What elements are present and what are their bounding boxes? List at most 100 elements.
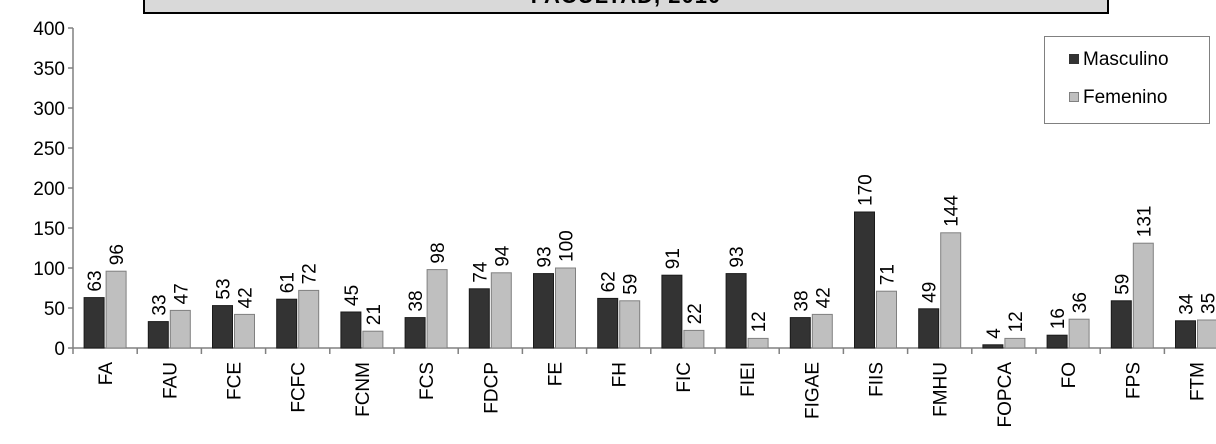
x-tick-label: FCNM: [353, 362, 374, 417]
bar-masculino: [1046, 334, 1068, 349]
bar-femenino: [876, 290, 897, 349]
bar-masculino: [533, 273, 554, 349]
data-label-masculino: 45: [342, 285, 363, 306]
x-tick-label: FIIS: [867, 362, 888, 397]
data-label-femenino: 144: [942, 195, 963, 227]
data-label-femenino: 12: [749, 311, 770, 332]
data-label-femenino: 59: [621, 274, 642, 295]
data-label-masculino: 33: [149, 294, 170, 315]
bar-femenino: [105, 270, 127, 349]
y-tick-label: 200: [33, 179, 65, 200]
bar-masculino: [918, 308, 940, 349]
data-label-masculino: 170: [856, 174, 877, 206]
y-tick-label: 0: [54, 339, 65, 360]
bar-masculino: [725, 273, 747, 349]
bar-masculino: [276, 298, 298, 349]
data-label-masculino: 74: [470, 261, 491, 283]
data-label-femenino: 71: [878, 264, 899, 285]
data-label-femenino: 100: [557, 230, 578, 262]
bar-masculino: [404, 317, 426, 349]
x-tick-label: FIC: [674, 362, 695, 393]
data-label-femenino: 94: [492, 245, 513, 267]
bar-masculino: [597, 297, 619, 349]
chart-legend: Masculino Femenino: [1044, 36, 1210, 124]
data-label-masculino: 62: [599, 271, 620, 292]
bar-masculino: [340, 311, 362, 349]
data-label-masculino: 61: [278, 272, 299, 293]
chart-title: FACULTAD, 2010: [145, 0, 1107, 8]
data-label-femenino: 35: [1199, 293, 1216, 314]
legend-swatch-masculino: [1069, 54, 1079, 64]
data-label-masculino: 91: [663, 248, 684, 269]
x-tick-label: FA: [96, 362, 117, 386]
data-label-femenino: 131: [1134, 205, 1155, 237]
data-label-masculino: 63: [85, 270, 106, 291]
bar-femenino: [940, 232, 962, 349]
x-tick-label: FMHU: [931, 362, 952, 417]
bar-femenino: [426, 269, 448, 349]
bar-masculino: [982, 344, 1004, 349]
y-tick-label: 400: [33, 19, 65, 40]
bar-femenino: [619, 300, 641, 349]
data-label-femenino: 47: [171, 283, 192, 304]
x-tick-label: FPS: [1123, 362, 1144, 399]
y-tick-label: 300: [33, 99, 65, 120]
bar-femenino: [490, 272, 512, 349]
y-tick-label: 100: [33, 259, 65, 280]
bar-femenino: [811, 313, 833, 349]
bar-masculino: [1175, 320, 1196, 349]
x-tick-label: FCS: [417, 362, 438, 400]
bar-femenino: [555, 267, 576, 349]
legend-swatch-femenino: [1069, 92, 1079, 102]
bar-femenino: [683, 329, 705, 349]
bar-masculino: [147, 321, 169, 349]
bar-masculino: [661, 274, 683, 349]
bar-femenino: [298, 289, 320, 349]
x-tick-label: FO: [1059, 362, 1080, 388]
data-label-femenino: 21: [364, 304, 385, 325]
x-tick-label: FE: [546, 362, 567, 386]
data-label-femenino: 42: [236, 287, 257, 308]
x-tick-label: FOPCA: [995, 362, 1016, 428]
bar-femenino: [1068, 318, 1090, 349]
x-tick-label: FDCP: [481, 362, 502, 414]
x-tick-label: FH: [610, 362, 631, 387]
bar-femenino: [234, 313, 255, 349]
x-tick-label: FCE: [225, 362, 246, 400]
y-tick-label: 250: [33, 139, 65, 160]
bar-femenino: [747, 337, 769, 349]
data-label-masculino: 38: [406, 290, 427, 311]
legend-label-femenino: Femenino: [1083, 87, 1168, 108]
bar-masculino: [854, 211, 875, 349]
bar-masculino: [1110, 300, 1132, 349]
data-label-masculino: 34: [1177, 293, 1198, 315]
y-tick-label: 50: [44, 299, 65, 320]
data-label-femenino: 42: [813, 287, 834, 308]
data-label-masculino: 4: [984, 328, 1005, 339]
data-label-masculino: 53: [214, 278, 235, 299]
bar-femenino: [1004, 337, 1026, 349]
data-label-femenino: 12: [1006, 311, 1027, 332]
bar-femenino: [1197, 319, 1216, 349]
chart-title-box: FACULTAD, 2010: [143, 0, 1109, 14]
data-label-masculino: 93: [727, 246, 748, 267]
legend-item-masculino: Masculino: [1069, 49, 1169, 71]
y-tick-label: 150: [33, 219, 65, 240]
bar-masculino: [83, 297, 105, 349]
bar-femenino: [1132, 242, 1154, 349]
x-tick-label: FIEI: [738, 362, 759, 397]
data-label-masculino: 49: [920, 282, 941, 303]
x-tick-label: FIGAE: [802, 362, 823, 419]
data-label-masculino: 59: [1112, 274, 1133, 295]
data-label-femenino: 36: [1070, 292, 1091, 313]
legend-item-femenino: Femenino: [1069, 87, 1168, 109]
bar-masculino: [212, 305, 233, 349]
x-tick-label: FTM: [1188, 362, 1209, 401]
bar-femenino: [362, 330, 384, 349]
bar-masculino: [468, 288, 490, 349]
data-label-femenino: 72: [300, 263, 321, 284]
y-tick-label: 350: [33, 59, 65, 80]
x-tick-label: FCFC: [289, 362, 310, 413]
legend-label-masculino: Masculino: [1083, 49, 1169, 70]
